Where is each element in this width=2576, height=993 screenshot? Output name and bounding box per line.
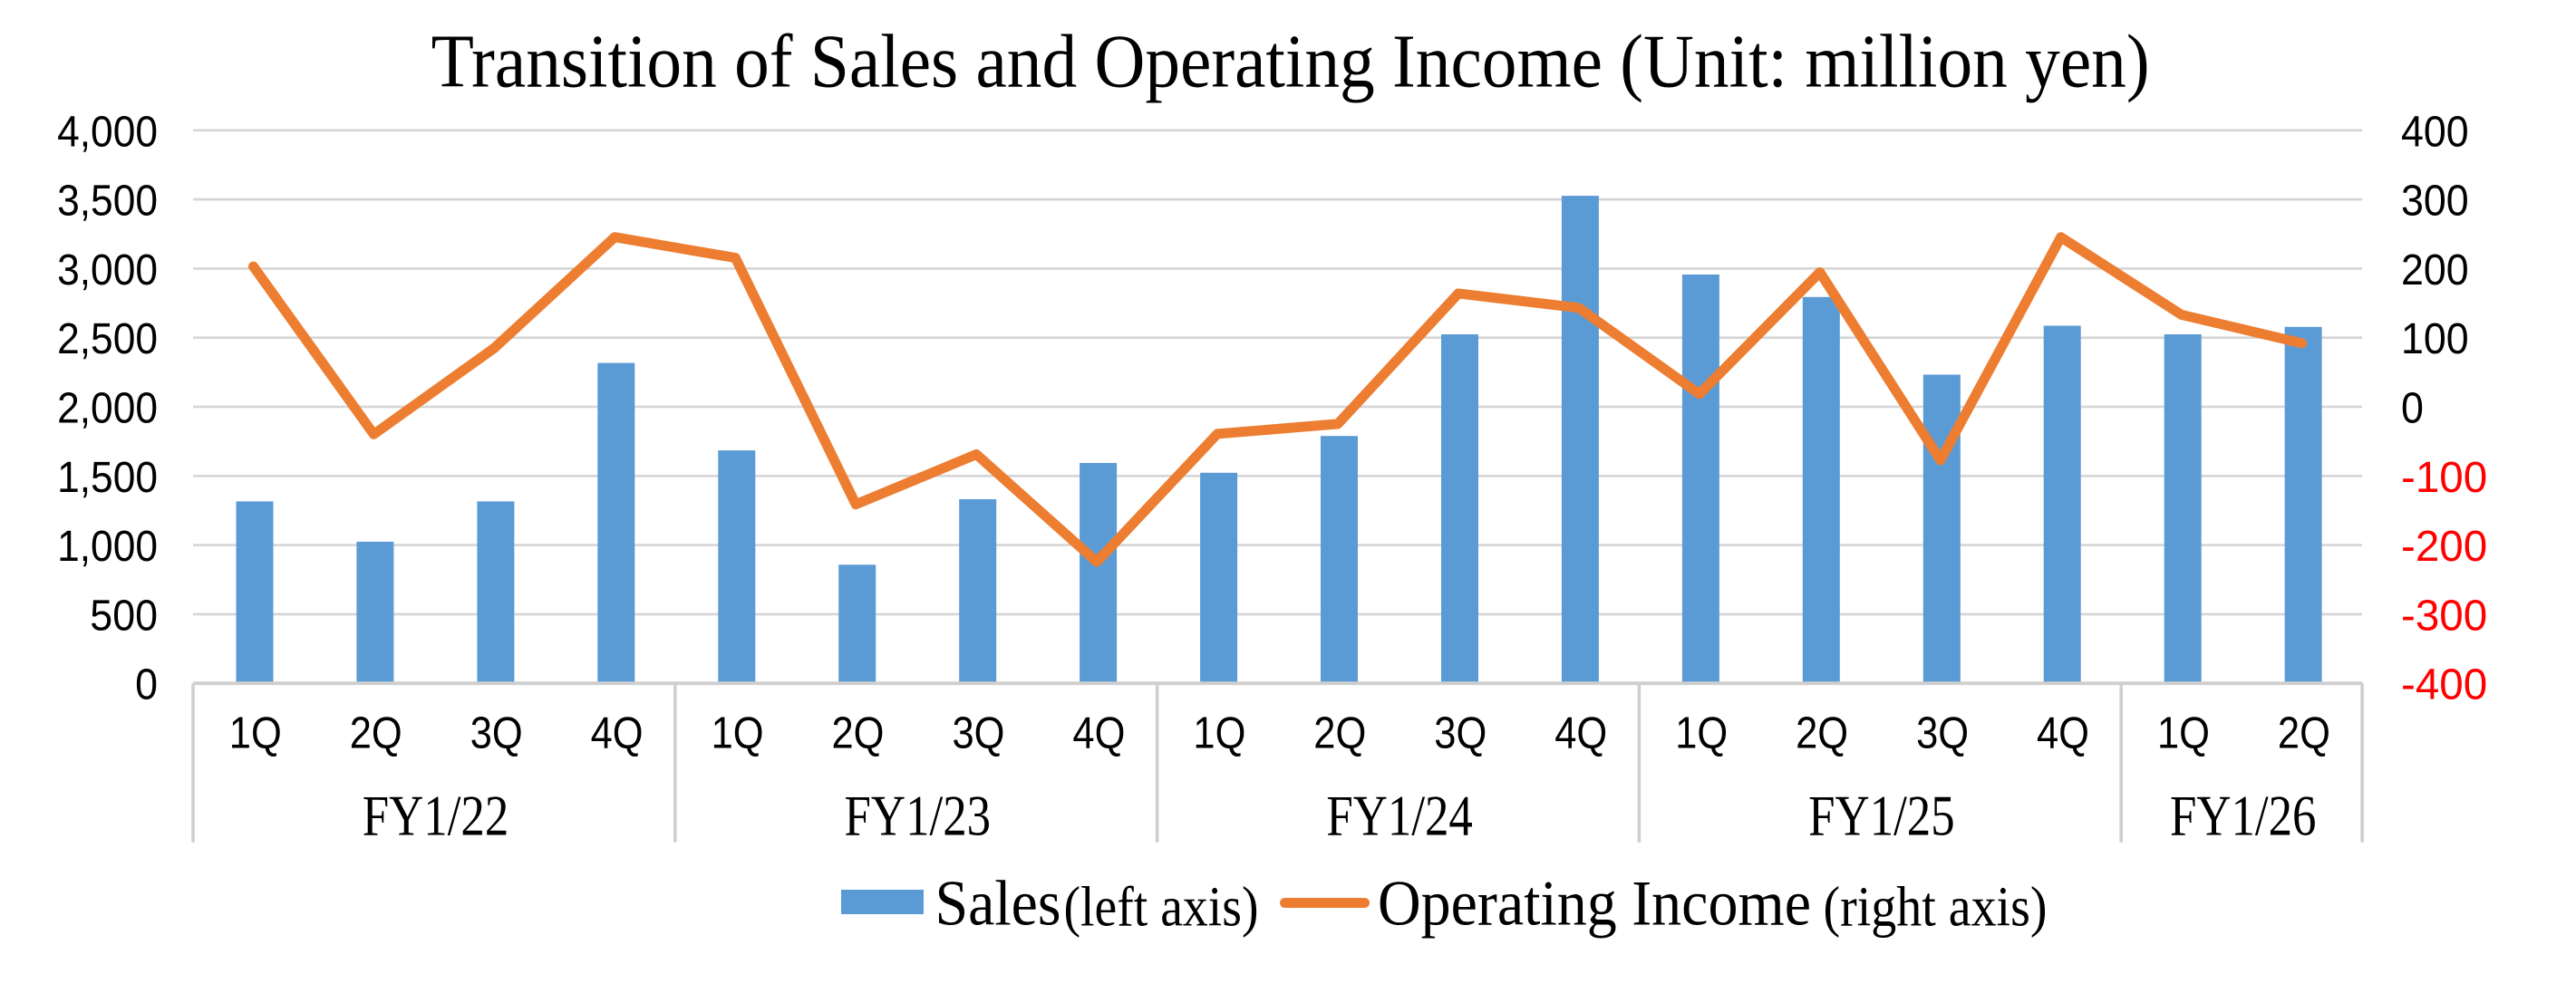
svg-text:FY1/23: FY1/23 <box>845 784 992 848</box>
svg-text:2Q: 2Q <box>1796 709 1848 758</box>
svg-text:-300: -300 <box>2401 592 2487 640</box>
svg-text:500: 500 <box>90 592 158 640</box>
svg-text:0: 0 <box>135 661 158 709</box>
svg-text:3,500: 3,500 <box>57 178 158 226</box>
svg-text:200: 200 <box>2401 246 2469 294</box>
svg-text:2Q: 2Q <box>1313 709 1366 758</box>
svg-text:2,500: 2,500 <box>57 315 158 363</box>
svg-text:100: 100 <box>2401 315 2469 363</box>
svg-text:4,000: 4,000 <box>57 108 158 156</box>
svg-text:1Q: 1Q <box>1675 709 1728 758</box>
svg-text:1,500: 1,500 <box>57 454 158 502</box>
svg-text:-400: -400 <box>2401 661 2487 709</box>
svg-text:-100: -100 <box>2401 454 2487 502</box>
svg-text:400: 400 <box>2401 108 2469 156</box>
svg-text:FY1/26: FY1/26 <box>2170 784 2317 848</box>
svg-text:Transition of Sales and Operat: Transition of Sales and Operating Income… <box>431 20 2150 104</box>
svg-text:1Q: 1Q <box>229 709 282 758</box>
svg-text:FY1/22: FY1/22 <box>363 784 509 848</box>
svg-text:4Q: 4Q <box>591 709 644 758</box>
svg-text:FY1/25: FY1/25 <box>1808 784 1955 848</box>
svg-text:3Q: 3Q <box>470 709 523 758</box>
svg-text:Sales: Sales <box>935 869 1061 940</box>
svg-text:Operating Income: Operating Income <box>1378 869 1811 940</box>
svg-text:FY1/24: FY1/24 <box>1326 784 1473 848</box>
svg-text:1,000: 1,000 <box>57 523 158 571</box>
svg-text:300: 300 <box>2401 178 2469 226</box>
svg-text:4Q: 4Q <box>2037 709 2089 758</box>
svg-text:-200: -200 <box>2401 523 2487 571</box>
svg-text:3Q: 3Q <box>1916 709 1969 758</box>
svg-text:3Q: 3Q <box>953 709 1005 758</box>
svg-text:2Q: 2Q <box>832 709 885 758</box>
svg-text:3Q: 3Q <box>1434 709 1487 758</box>
svg-text:1Q: 1Q <box>2157 709 2210 758</box>
svg-text:4Q: 4Q <box>1554 709 1607 758</box>
svg-text:0: 0 <box>2401 385 2424 433</box>
svg-text:2Q: 2Q <box>2278 709 2330 758</box>
svg-text:1Q: 1Q <box>1193 709 1245 758</box>
svg-text:2Q: 2Q <box>350 709 402 758</box>
svg-text:(left axis): (left axis) <box>1064 877 1259 939</box>
svg-text:1Q: 1Q <box>712 709 764 758</box>
svg-text:(right axis): (right axis) <box>1824 877 2048 939</box>
svg-text:3,000: 3,000 <box>57 246 158 294</box>
svg-text:4Q: 4Q <box>1072 709 1125 758</box>
svg-text:2,000: 2,000 <box>57 385 158 433</box>
